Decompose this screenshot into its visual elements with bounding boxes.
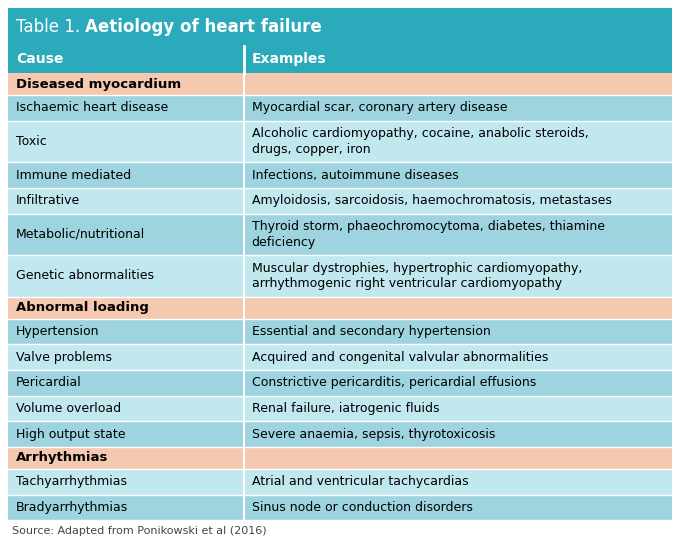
Text: Bradyarrhythmias: Bradyarrhythmias: [16, 501, 129, 514]
Text: Muscular dystrophies, hypertrophic cardiomyopathy,
arrhythmogenic right ventricu: Muscular dystrophies, hypertrophic cardi…: [252, 262, 582, 290]
Bar: [8, 370, 672, 395]
Text: Alcoholic cardiomyopathy, cocaine, anabolic steroids,
drugs, copper, iron: Alcoholic cardiomyopathy, cocaine, anabo…: [252, 127, 588, 156]
Text: Hypertension: Hypertension: [16, 325, 99, 338]
Bar: [8, 188, 672, 214]
Text: Cause: Cause: [16, 52, 63, 67]
Bar: [243, 46, 672, 73]
Text: Genetic abnormalities: Genetic abnormalities: [16, 270, 154, 283]
Bar: [8, 95, 672, 121]
Text: Source: Adapted from Ponikowski et al (2016): Source: Adapted from Ponikowski et al (2…: [12, 526, 267, 536]
Bar: [8, 8, 672, 46]
Text: Infections, autoimmune diseases: Infections, autoimmune diseases: [252, 169, 458, 182]
Text: Severe anaemia, sepsis, thyrotoxicosis: Severe anaemia, sepsis, thyrotoxicosis: [252, 428, 495, 441]
Text: Immune mediated: Immune mediated: [16, 169, 131, 182]
Bar: [8, 318, 672, 344]
Text: High output state: High output state: [16, 428, 126, 441]
Bar: [8, 73, 672, 95]
Bar: [8, 297, 672, 318]
Bar: [8, 214, 672, 255]
Text: Thyroid storm, phaeochromocytoma, diabetes, thiamine
deficiency: Thyroid storm, phaeochromocytoma, diabet…: [252, 220, 605, 249]
Text: Volume overload: Volume overload: [16, 402, 121, 415]
Text: Arrhythmias: Arrhythmias: [16, 452, 108, 464]
Text: Amyloidosis, sarcoidosis, haemochromatosis, metastases: Amyloidosis, sarcoidosis, haemochromatos…: [252, 194, 611, 207]
Text: Table 1.: Table 1.: [16, 18, 86, 36]
Text: Abnormal loading: Abnormal loading: [16, 301, 149, 314]
Text: Infiltrative: Infiltrative: [16, 194, 80, 207]
Text: Tachyarrhythmias: Tachyarrhythmias: [16, 475, 127, 488]
Bar: [8, 447, 672, 469]
Text: Renal failure, iatrogenic fluids: Renal failure, iatrogenic fluids: [252, 402, 439, 415]
Text: Essential and secondary hypertension: Essential and secondary hypertension: [252, 325, 490, 338]
Bar: [8, 421, 672, 447]
Bar: [8, 121, 672, 162]
Text: Atrial and ventricular tachycardias: Atrial and ventricular tachycardias: [252, 475, 469, 488]
Text: Acquired and congenital valvular abnormalities: Acquired and congenital valvular abnorma…: [252, 350, 548, 364]
Text: Constrictive pericarditis, pericardial effusions: Constrictive pericarditis, pericardial e…: [252, 376, 536, 389]
Bar: [8, 46, 243, 73]
Text: Aetiology of heart failure: Aetiology of heart failure: [86, 18, 322, 36]
Text: Valve problems: Valve problems: [16, 350, 112, 364]
Text: Sinus node or conduction disorders: Sinus node or conduction disorders: [252, 501, 473, 514]
Text: Toxic: Toxic: [16, 135, 47, 148]
Text: Myocardial scar, coronary artery disease: Myocardial scar, coronary artery disease: [252, 101, 507, 114]
Bar: [8, 344, 672, 370]
Bar: [8, 469, 672, 494]
Text: Examples: Examples: [252, 52, 326, 67]
Bar: [8, 162, 672, 188]
Text: Diseased myocardium: Diseased myocardium: [16, 78, 181, 91]
Text: Metabolic/nutritional: Metabolic/nutritional: [16, 228, 146, 241]
Bar: [8, 395, 672, 421]
Text: Pericardial: Pericardial: [16, 376, 82, 389]
Text: Ischaemic heart disease: Ischaemic heart disease: [16, 101, 168, 114]
Bar: [8, 494, 672, 520]
Bar: [8, 255, 672, 297]
